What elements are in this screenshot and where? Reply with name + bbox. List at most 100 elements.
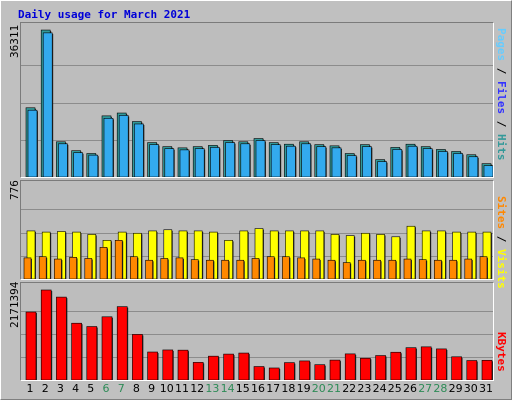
x-tick-label: 10 <box>159 382 174 395</box>
kbytes-bar <box>101 316 113 380</box>
sites-bar <box>373 259 382 279</box>
legend-separator: / <box>495 61 508 81</box>
visits-bar <box>72 231 82 279</box>
kbytes-bar <box>238 352 250 380</box>
x-tick-label: 25 <box>387 382 402 395</box>
x-tick-label: 3 <box>56 382 64 395</box>
kbytes-bar <box>375 355 387 380</box>
sites-bar <box>23 257 32 279</box>
hits-files-pages-panel <box>20 22 494 178</box>
legend-item-visits: Visits <box>495 249 508 289</box>
chart-title: Daily usage for March 2021 <box>18 8 191 21</box>
visits-bar <box>133 232 143 279</box>
x-tick-label: 18 <box>281 382 296 395</box>
kbytes-panel <box>20 282 494 381</box>
kbytes-bar <box>360 357 372 380</box>
x-tick-label: 23 <box>357 382 372 395</box>
legend-item-files: Files <box>495 81 508 115</box>
sites-bar <box>449 259 458 279</box>
kbytes-bar <box>40 289 53 380</box>
sites-bar <box>464 258 473 279</box>
kbytes-bar <box>192 362 205 380</box>
files-bar <box>194 148 206 177</box>
files-bar <box>270 144 282 177</box>
files-bar <box>255 140 266 177</box>
sites-bar <box>312 258 321 279</box>
visits-bar <box>41 231 52 279</box>
files-bar <box>210 147 221 177</box>
x-tick-label: 27 <box>418 382 433 395</box>
visits-sites-panel <box>20 180 494 280</box>
kbytes-bar <box>253 366 265 380</box>
sites-bar <box>221 259 230 279</box>
sites-bar <box>251 258 260 279</box>
kbytes-bar <box>132 334 144 380</box>
x-tick-label: 28 <box>433 382 448 395</box>
sites-bar <box>358 259 367 279</box>
legend-separator: / <box>495 114 508 134</box>
files-bar <box>346 155 358 177</box>
x-tick-label: 8 <box>132 382 140 395</box>
kbytes-bar <box>405 347 417 380</box>
sites-bar <box>206 259 215 279</box>
x-tick-label: 17 <box>266 382 281 395</box>
kbytes-bar <box>481 360 493 380</box>
kbytes-bar <box>71 322 83 380</box>
files-bar <box>438 151 449 177</box>
visits-bar <box>361 232 371 279</box>
files-bar <box>362 146 373 177</box>
kbytes-bar <box>420 346 433 380</box>
kbytes-bar <box>329 359 341 380</box>
x-tick-label: 2 <box>41 382 49 395</box>
x-tick-label: 30 <box>463 382 478 395</box>
visits-bar <box>376 234 386 279</box>
sites-bar <box>38 256 48 279</box>
legend-separator: / <box>495 229 508 249</box>
panel-1-plot <box>21 209 493 279</box>
files-bar <box>225 142 236 177</box>
kbytes-bar <box>56 296 68 380</box>
sites-bar <box>342 262 352 279</box>
x-tick-label: 1 <box>26 382 34 395</box>
x-tick-label: 26 <box>403 382 417 395</box>
legend-item-sites: Sites <box>495 196 508 230</box>
legend-sites-visits: Sites / Visits <box>495 196 508 289</box>
files-bar <box>88 154 99 177</box>
x-tick-label: 11 <box>175 382 189 395</box>
sites-bar <box>69 257 78 279</box>
x-tick-label: 20 <box>311 382 326 395</box>
x-tick-label: 14 <box>220 382 235 395</box>
x-tick-label: 6 <box>102 382 110 395</box>
kbytes-bar <box>208 355 220 380</box>
files-bar <box>42 32 54 177</box>
files-bar <box>377 161 388 177</box>
files-bar <box>331 147 342 177</box>
sites-bar <box>297 257 306 279</box>
files-bar <box>483 165 493 177</box>
files-bar <box>301 143 312 177</box>
x-tick-label: 31 <box>479 382 493 395</box>
y-max-label-visits: 776 <box>8 180 21 200</box>
sites-bar <box>403 258 412 279</box>
sites-bar <box>84 258 93 279</box>
kbytes-bar <box>268 367 281 380</box>
sites-bar <box>282 256 291 279</box>
kbytes-bar <box>299 360 311 380</box>
files-bar <box>149 144 160 177</box>
legend-hits-files-pages: Pages / Files / Hits <box>495 28 508 161</box>
x-tick-label: 29 <box>448 382 463 395</box>
files-bar <box>422 148 434 177</box>
kbytes-bar <box>162 349 174 380</box>
files-bar <box>179 149 190 177</box>
kbytes-bar <box>466 360 478 380</box>
legend-item-hits: Hits <box>495 134 508 161</box>
sites-bar <box>266 256 276 279</box>
files-bar <box>240 143 251 177</box>
legend-item-kbytes: KBytes <box>495 332 508 372</box>
sites-bar <box>160 258 169 279</box>
sites-bar <box>175 257 184 279</box>
visits-bar <box>57 231 67 279</box>
sites-bar <box>388 259 397 279</box>
files-bar <box>468 156 479 177</box>
